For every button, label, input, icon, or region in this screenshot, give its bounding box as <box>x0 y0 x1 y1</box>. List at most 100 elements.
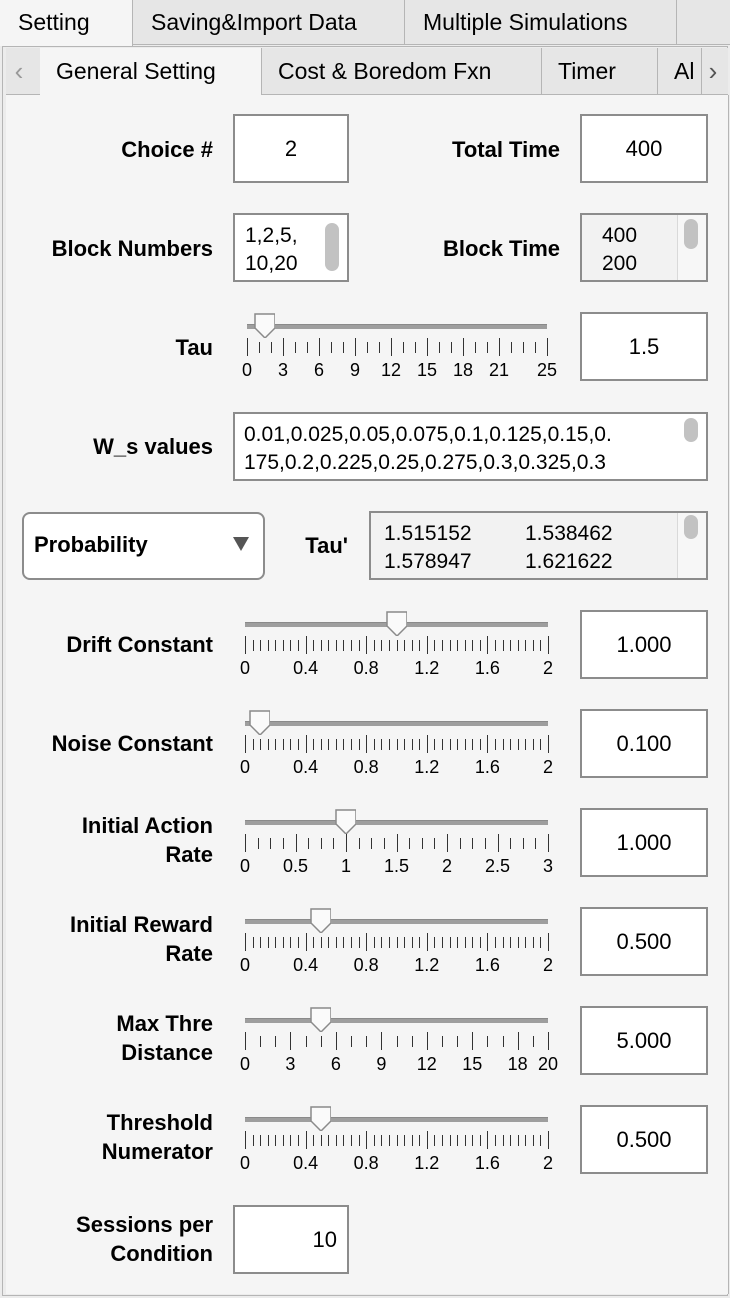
major-tick <box>391 338 392 356</box>
tau-prime-textarea[interactable]: 1.515152 1.538462 1.578947 1.621622 <box>369 511 708 580</box>
thresh-input[interactable]: 0.500 <box>580 1105 708 1174</box>
tau-input[interactable]: 1.5 <box>580 312 708 381</box>
minor-tick <box>517 1135 519 1146</box>
block-time-textarea[interactable]: 400 200 <box>580 213 708 282</box>
minor-tick <box>510 1135 512 1146</box>
minor-tick <box>415 342 416 353</box>
reward-label-line2: Rate <box>165 941 213 966</box>
maxthre-slider[interactable]: 0 3 6 9 12 15 18 20 <box>240 1006 558 1081</box>
tab-setting[interactable]: Setting <box>0 0 133 46</box>
tab-al[interactable]: Al <box>658 48 702 94</box>
block-time-line: 200 <box>602 252 638 275</box>
minor-tick <box>404 937 406 948</box>
minor-tick <box>540 1135 542 1146</box>
minor-tick <box>404 1135 406 1146</box>
action-input[interactable]: 1.000 <box>580 808 708 877</box>
main-tab-bar: Setting Saving&Import Data Multiple Simu… <box>0 0 730 46</box>
drift-slider[interactable]: 0 0.4 0.8 1.2 1.6 2 <box>240 610 553 685</box>
slider-track[interactable] <box>245 1018 548 1023</box>
noise-input[interactable]: 0.100 <box>580 709 708 778</box>
reward-slider[interactable]: 0 0.4 0.8 1.2 1.6 2 <box>240 907 553 982</box>
minor-tick <box>464 739 466 750</box>
slider-track[interactable] <box>245 1117 548 1122</box>
minor-tick <box>434 640 436 651</box>
slider-track[interactable] <box>245 820 548 825</box>
slider-thumb[interactable] <box>385 610 407 636</box>
choice-input[interactable]: 2 <box>233 114 349 183</box>
tau-label: Tau <box>175 335 213 360</box>
minor-tick <box>298 1135 300 1146</box>
tab-multiple-simulations[interactable]: Multiple Simulations <box>405 0 677 44</box>
major-tick <box>305 933 307 951</box>
tab-cost-boredom[interactable]: Cost & Boredom Fxn <box>262 48 542 94</box>
scrollbar-thumb[interactable] <box>684 418 698 442</box>
slider-thumb[interactable] <box>309 1006 331 1032</box>
slider-track[interactable] <box>247 324 547 329</box>
thresh-slider[interactable]: 0 0.4 0.8 1.2 1.6 2 <box>240 1105 553 1180</box>
sessions-input[interactable]: 10 <box>233 1205 349 1274</box>
total-time-input[interactable]: 400 <box>580 114 708 183</box>
major-tick <box>548 735 549 753</box>
minor-tick <box>532 937 534 948</box>
minor-tick <box>532 1135 534 1146</box>
tau-slider[interactable]: 0 3 6 9 12 15 18 21 25 <box>242 312 557 387</box>
minor-tick <box>275 1135 277 1146</box>
major-tick <box>487 1131 489 1149</box>
major-tick <box>396 834 398 852</box>
drift-input[interactable]: 1.000 <box>580 610 708 679</box>
action-label-line1: Initial Action <box>81 813 213 838</box>
minor-tick <box>479 739 481 750</box>
slider-thumb[interactable] <box>309 907 331 933</box>
minor-tick <box>373 1135 375 1146</box>
scrollbar-thumb[interactable] <box>684 515 698 539</box>
minor-tick <box>479 937 481 948</box>
chevron-left-icon[interactable]: ‹ <box>14 56 24 86</box>
major-tick <box>426 735 428 753</box>
minor-tick <box>305 1036 307 1047</box>
probability-dropdown[interactable]: Probability <box>22 512 265 580</box>
block-numbers-textarea[interactable]: 1,2,5, 10,20 <box>233 213 349 282</box>
chevron-right-icon[interactable]: › <box>708 56 718 86</box>
slider-track[interactable] <box>245 919 548 924</box>
sub-tab-bar: ‹ General Setting Cost & Boredom Fxn Tim… <box>6 48 728 96</box>
tick-label: 2 <box>542 757 554 777</box>
action-slider[interactable]: 0 0.5 1 1.5 2 2.5 3 <box>240 808 553 883</box>
minor-tick <box>494 1135 496 1146</box>
minor-tick <box>535 838 537 849</box>
tab-saving-import[interactable]: Saving&Import Data <box>133 0 405 44</box>
minor-tick <box>335 739 337 750</box>
major-tick <box>335 1032 337 1050</box>
minor-tick <box>517 640 519 651</box>
slider-thumb[interactable] <box>253 312 275 338</box>
major-tick <box>245 1131 246 1149</box>
tau-prime-cell: 1.578947 <box>384 550 472 573</box>
tab-cost-boredom-label: Cost & Boredom Fxn <box>278 58 492 84</box>
minor-tick <box>434 838 436 849</box>
slider-thumb[interactable] <box>309 1105 331 1131</box>
general-setting-content <box>6 95 729 1294</box>
ws-textarea[interactable]: 0.01,0.025,0.05,0.075,0.1,0.125,0.15,0. … <box>233 412 708 481</box>
slider-thumb[interactable] <box>248 709 271 735</box>
major-tick <box>381 1032 383 1050</box>
slider-thumb[interactable] <box>334 808 356 834</box>
reward-input[interactable]: 0.500 <box>580 907 708 976</box>
minor-tick <box>434 937 436 948</box>
minor-tick <box>252 640 254 651</box>
maxthre-input[interactable]: 5.000 <box>580 1006 708 1075</box>
major-tick <box>499 338 500 356</box>
major-tick <box>547 338 548 356</box>
tick-label: 0 <box>239 955 251 975</box>
tab-timer[interactable]: Timer <box>542 48 658 94</box>
noise-slider[interactable]: 0 0.4 0.8 1.2 1.6 2 <box>240 709 553 784</box>
scrollbar-thumb[interactable] <box>325 223 339 271</box>
minor-tick <box>441 937 443 948</box>
scrollbar-thumb[interactable] <box>684 219 698 249</box>
dropdown-value: Probability <box>34 532 148 557</box>
tab-general-setting[interactable]: General Setting <box>40 48 262 96</box>
tick-label: 0 <box>239 658 251 678</box>
major-tick <box>426 636 428 654</box>
tick-label: 0 <box>239 1054 251 1074</box>
tick-label: 6 <box>313 360 325 380</box>
major-tick <box>245 735 246 753</box>
slider-track[interactable] <box>245 721 548 726</box>
